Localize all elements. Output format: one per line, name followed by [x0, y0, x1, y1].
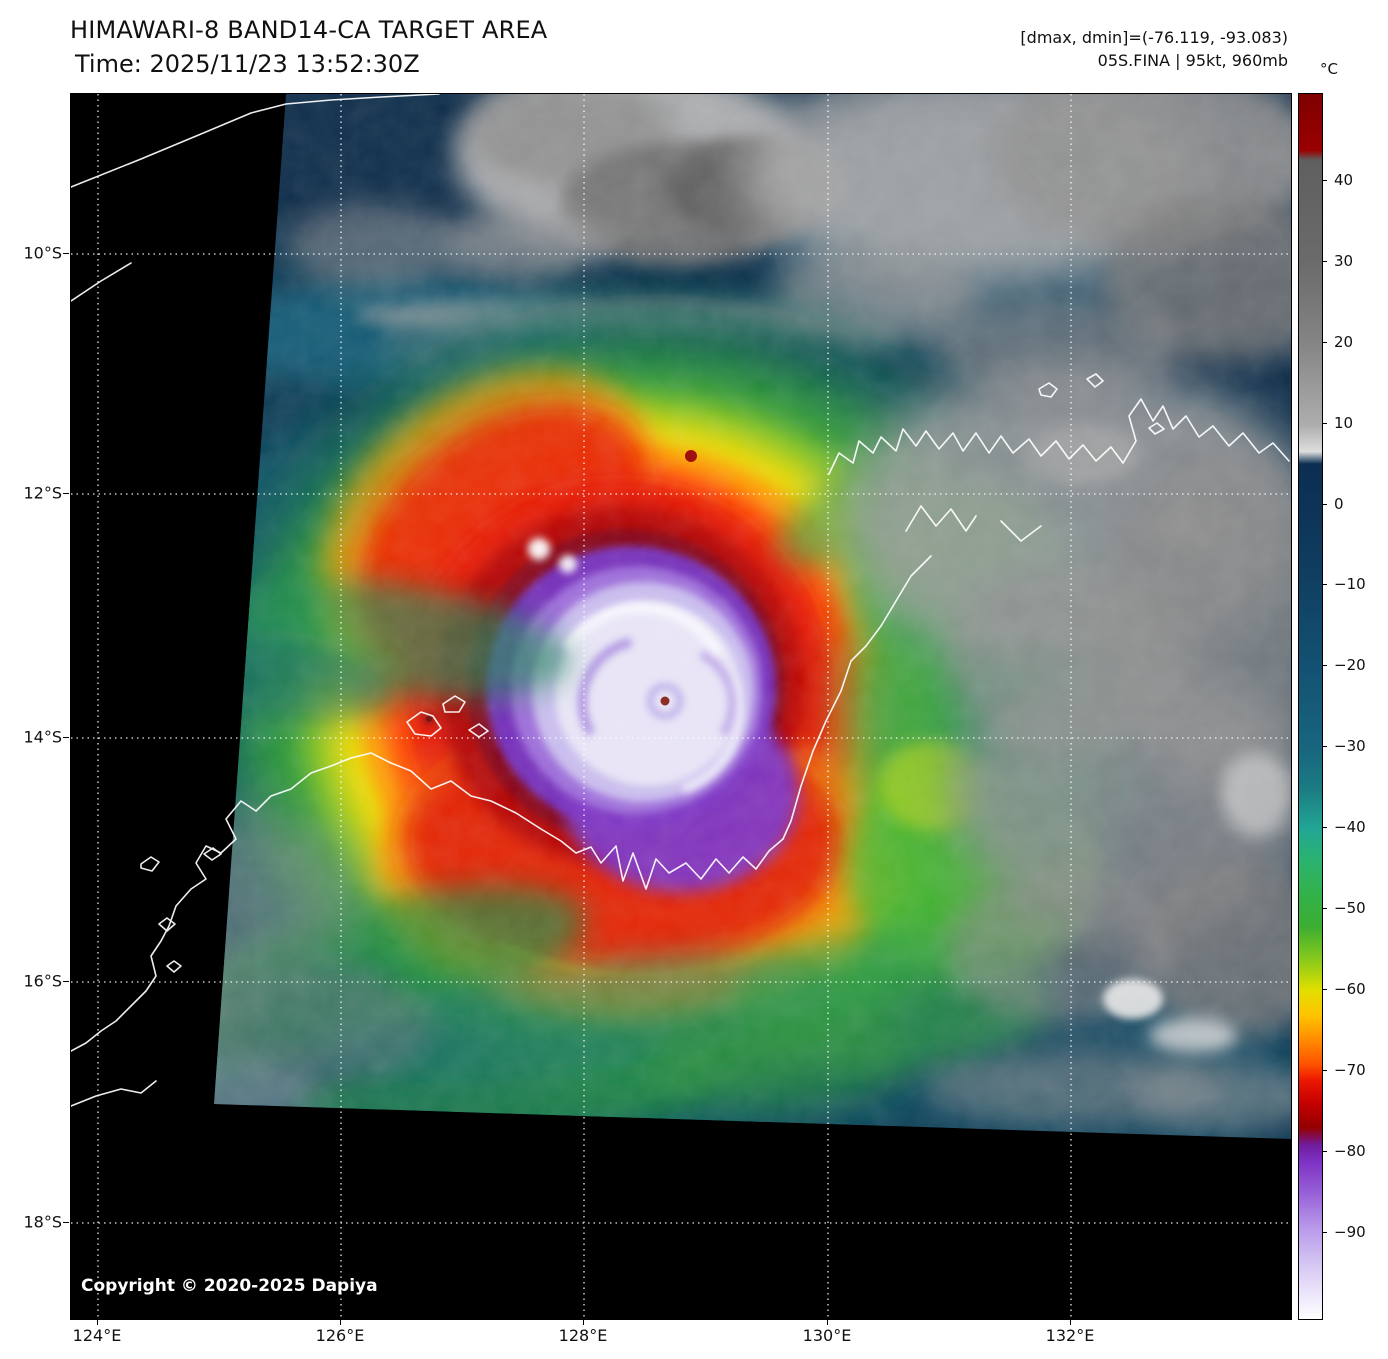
satellite-map: Copyright © 2020-2025 Dapiya [70, 93, 1292, 1320]
colorbar-tick [1322, 1232, 1327, 1233]
storm-info-label: 05S.FINA | 95kt, 960mb [1097, 51, 1288, 70]
copyright-label: Copyright © 2020-2025 Dapiya [81, 1276, 378, 1296]
lon-label-130e: 130°E [802, 1326, 852, 1345]
colorbar-tick [1322, 746, 1327, 747]
colorbar-tick [1322, 1151, 1327, 1152]
time-label: Time: 2025/11/23 13:52:30Z [75, 50, 420, 78]
x-tick [97, 1319, 98, 1325]
colorbar-label-40: 40 [1334, 171, 1354, 189]
colorbar-tick [1322, 180, 1327, 181]
colorbar-label-n80: −80 [1334, 1142, 1366, 1160]
colorbar-label-30: 30 [1334, 252, 1354, 270]
colorbar-tick [1322, 908, 1327, 909]
colorbar-tick [1322, 989, 1327, 990]
colorbar-tick [1322, 1070, 1327, 1071]
colorbar-label-20: 20 [1334, 333, 1354, 351]
coastlines [71, 94, 1290, 1107]
y-tick [63, 1222, 69, 1223]
colorbar-label-n50: −50 [1334, 899, 1366, 917]
x-tick [827, 1319, 828, 1325]
colorbar-label-10: 10 [1334, 414, 1354, 432]
x-tick [340, 1319, 341, 1325]
colorbar-label-n20: −20 [1334, 656, 1366, 674]
x-tick [1070, 1319, 1071, 1325]
lon-label-132e: 132°E [1045, 1326, 1095, 1345]
lat-label-10s: 10°S [23, 243, 62, 263]
colorbar-label-n10: −10 [1334, 575, 1366, 593]
lon-label-128e: 128°E [558, 1326, 608, 1345]
satellite-image [71, 94, 1291, 1319]
colorbar-label-n90: −90 [1334, 1223, 1366, 1241]
temperature-colorbar [1298, 93, 1323, 1320]
colorbar-label-n60: −60 [1334, 980, 1366, 998]
colorbar-tick [1322, 261, 1327, 262]
lon-label-126e: 126°E [315, 1326, 365, 1345]
colorbar-label-n70: −70 [1334, 1061, 1366, 1079]
colorbar-label-n40: −40 [1334, 818, 1366, 836]
colorbar-tick [1322, 342, 1327, 343]
lat-label-14s: 14°S [23, 727, 62, 747]
colorbar-tick [1322, 665, 1327, 666]
colorbar-label-n30: −30 [1334, 737, 1366, 755]
y-tick [63, 253, 69, 254]
x-tick [583, 1319, 584, 1325]
colorbar-tick [1322, 584, 1327, 585]
y-tick [63, 981, 69, 982]
y-tick [63, 493, 69, 494]
y-tick [63, 737, 69, 738]
colorbar-label-0: 0 [1334, 495, 1344, 513]
colorbar-tick [1322, 423, 1327, 424]
lon-label-124e: 124°E [72, 1326, 122, 1345]
colorbar-unit-label: °C [1320, 60, 1338, 78]
lat-label-16s: 16°S [23, 971, 62, 991]
colorbar-tick [1322, 827, 1327, 828]
texture-grain [214, 94, 1291, 1139]
lat-label-12s: 12°S [23, 483, 62, 503]
graticule [71, 94, 1291, 1319]
page-title: HIMAWARI-8 BAND14-CA TARGET AREA [70, 16, 548, 44]
dmax-dmin-label: [dmax, dmin]=(-76.119, -93.083) [1020, 28, 1288, 47]
lat-label-18s: 18°S [23, 1212, 62, 1232]
colorbar-tick [1322, 504, 1327, 505]
